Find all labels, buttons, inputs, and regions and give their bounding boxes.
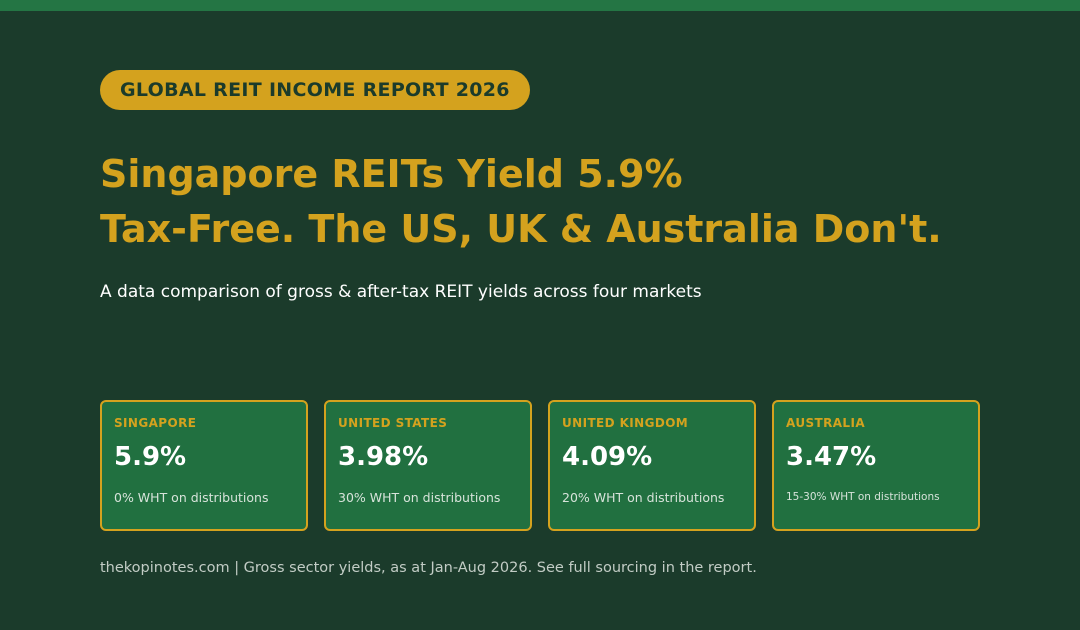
card-label: AUSTRALIA	[786, 416, 866, 430]
card-australia: AUSTRALIA 3.47% 15-30% WHT on distributi…	[772, 400, 980, 531]
subtitle: A data comparison of gross & after-tax R…	[100, 282, 702, 302]
card-label: SINGAPORE	[114, 416, 197, 430]
card-united-states: UNITED STATES 3.98% 30% WHT on distribut…	[324, 400, 532, 531]
card-united-kingdom: UNITED KINGDOM 4.09% 20% WHT on distribu…	[548, 400, 756, 531]
report-badge: GLOBAL REIT INCOME REPORT 2026	[100, 70, 530, 110]
card-label: UNITED KINGDOM	[562, 416, 689, 430]
market-cards: SINGAPORE 5.9% 0% WHT on distributions U…	[100, 400, 980, 531]
headline-line-1: Singapore REITs Yield 5.9%	[100, 152, 683, 196]
card-yield-value: 3.98%	[338, 442, 429, 472]
card-wht-note: 15-30% WHT on distributions	[786, 491, 940, 503]
card-yield-value: 5.9%	[114, 442, 187, 472]
top-accent-bar	[0, 0, 1080, 11]
card-yield-value: 4.09%	[562, 442, 653, 472]
card-yield-value: 3.47%	[786, 442, 877, 472]
card-label: UNITED STATES	[338, 416, 448, 430]
headline-line-2: Tax-Free. The US, UK & Australia Don't.	[100, 207, 942, 251]
card-wht-note: 20% WHT on distributions	[562, 490, 725, 505]
footer-source-note: thekopinotes.com | Gross sector yields, …	[100, 560, 757, 576]
card-wht-note: 0% WHT on distributions	[114, 490, 269, 505]
card-wht-note: 30% WHT on distributions	[338, 490, 501, 505]
card-singapore: SINGAPORE 5.9% 0% WHT on distributions	[100, 400, 308, 531]
